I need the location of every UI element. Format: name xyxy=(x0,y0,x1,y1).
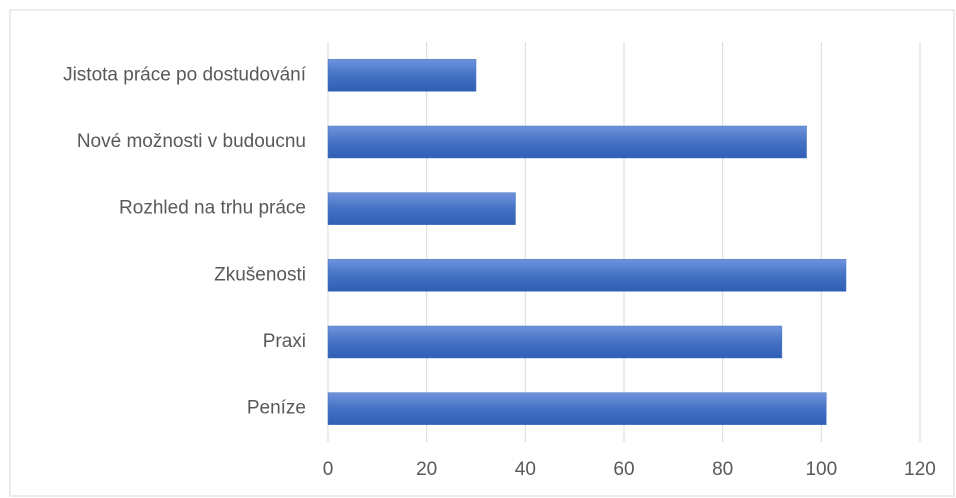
y-tick-label: Peníze xyxy=(247,398,306,419)
x-tick-label: 120 xyxy=(904,459,936,480)
bar xyxy=(327,259,847,292)
chart-border xyxy=(9,9,955,497)
bar xyxy=(327,392,827,425)
bar xyxy=(327,192,516,225)
x-tick-label: 80 xyxy=(712,459,733,480)
y-tick-label: Praxi xyxy=(263,331,306,352)
y-tick-label: Rozhled na trhu práce xyxy=(119,198,306,219)
y-tick-label: Jistota práce po dostudování xyxy=(63,64,307,85)
bar xyxy=(327,325,783,359)
bar xyxy=(327,59,477,92)
x-tick-label: 0 xyxy=(323,459,334,480)
x-tick-label: 60 xyxy=(613,459,634,480)
x-tick-label: 20 xyxy=(416,459,437,480)
y-tick-label: Zkušenosti xyxy=(214,264,306,285)
x-tick-label: 40 xyxy=(515,459,536,480)
bar xyxy=(327,125,807,159)
y-tick-label: Nové možnosti v budoucnu xyxy=(77,131,306,152)
x-tick-label: 100 xyxy=(805,459,837,480)
